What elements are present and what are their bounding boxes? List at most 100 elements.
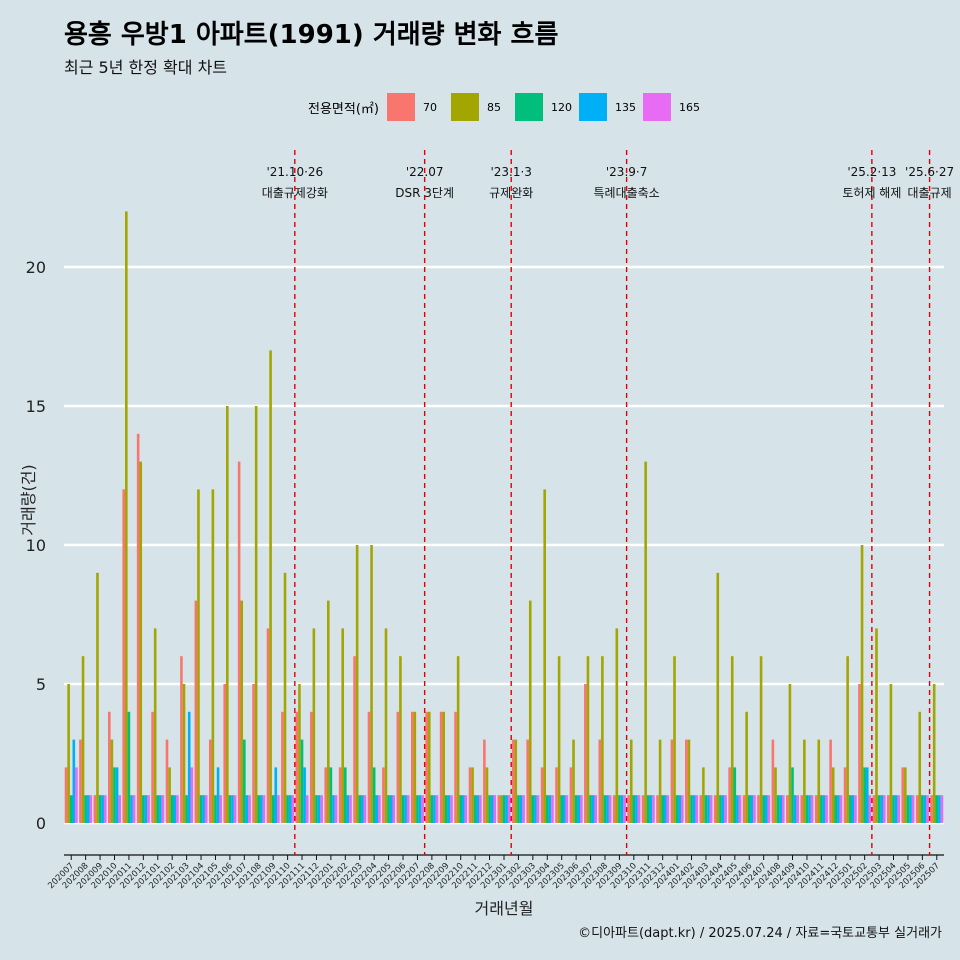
bar-135-202411 [822, 795, 826, 823]
bar-135-202311 [649, 795, 653, 823]
bar-70-202208 [425, 711, 428, 823]
bar-85-202302 [514, 739, 518, 823]
bar-85-202403 [702, 767, 705, 823]
bar-85-202201 [326, 600, 330, 823]
bar-135-202103 [187, 711, 191, 823]
bar-70-202307 [584, 684, 587, 823]
bar-135-202501 [851, 795, 855, 823]
bar-165-202305 [565, 795, 569, 823]
bar-120-202504 [892, 795, 895, 823]
bar-165-202411 [825, 795, 828, 823]
bar-135-202301 [505, 795, 508, 823]
bar-120-202103 [185, 795, 188, 823]
bar-85-202401 [673, 656, 676, 823]
bar-120-202104 [199, 795, 203, 823]
bar-135-202502 [865, 767, 869, 823]
bar-70-202409 [786, 795, 789, 823]
bar-120-202404 [719, 795, 722, 823]
y-tick-label: 15 [26, 397, 46, 416]
bar-70-202312 [656, 795, 659, 823]
bar-120-202312 [661, 795, 664, 823]
bar-70-202305 [555, 767, 558, 823]
bar-70-202301 [497, 795, 501, 823]
bar-85-202306 [572, 739, 575, 823]
bar-85-202407 [759, 656, 763, 823]
bar-135-202412 [837, 795, 840, 823]
bar-135-202310 [635, 795, 638, 823]
bar-70-202501 [843, 767, 847, 823]
bar-85-202008 [81, 656, 85, 823]
bar-120-202305 [560, 795, 564, 823]
bar-85-202411 [817, 739, 821, 823]
bar-165-202101 [161, 795, 165, 823]
bar-70-202210 [454, 711, 457, 823]
bar-85-202506 [918, 711, 922, 823]
source-caption: ©디아파트(dapt.kr) / 2025.07.24 / 자료=국토교통부 실… [578, 926, 942, 941]
bar-70-202404 [713, 795, 717, 823]
bar-165-202312 [666, 795, 670, 823]
bar-120-202409 [791, 767, 794, 823]
bar-70-202410 [800, 795, 804, 823]
bar-165-202203 [363, 795, 367, 823]
bar-70-202102 [165, 739, 169, 823]
bar-120-202502 [863, 767, 866, 823]
bar-135-202206 [404, 795, 407, 823]
bar-165-202407 [767, 795, 771, 823]
bar-85-202112 [312, 628, 316, 823]
bar-85-202304 [543, 489, 546, 823]
bar-85-202103 [182, 684, 186, 823]
bar-120-202011 [127, 711, 131, 823]
bar-85-202204 [370, 545, 373, 823]
bar-135-202110 [288, 795, 292, 823]
bar-165-202308 [608, 795, 612, 823]
bar-85-202210 [456, 656, 460, 823]
bar-135-202009 [101, 795, 104, 823]
bar-85-202301 [500, 795, 503, 823]
bar-85-202410 [803, 739, 806, 823]
bar-135-202107 [245, 795, 249, 823]
bar-165-202210 [464, 795, 468, 823]
bar-85-202404 [716, 572, 720, 823]
bar-165-202304 [551, 795, 554, 823]
event-date-label: '23.9·7 [606, 165, 647, 179]
bar-120-202209 [444, 795, 448, 823]
bar-135-202507 [938, 795, 941, 823]
bar-120-202301 [502, 795, 506, 823]
bar-85-202205 [384, 628, 388, 823]
legend-key-135 [578, 93, 607, 121]
bar-85-202207 [413, 711, 417, 823]
y-tick-label: 0 [36, 814, 46, 833]
legend-item-135: 135 [578, 93, 637, 121]
bar-165-202204 [378, 795, 381, 823]
bar-70-202206 [396, 711, 400, 823]
bar-70-202209 [439, 711, 443, 823]
bar-135-202205 [389, 795, 393, 823]
bar-85-202307 [586, 656, 590, 823]
bar-70-202505 [901, 767, 905, 823]
bar-135-202410 [808, 795, 811, 823]
bar-85-202303 [528, 600, 532, 823]
bar-135-202109 [274, 767, 278, 823]
bar-165-202202 [349, 795, 352, 823]
bar-85-202409 [788, 684, 792, 823]
bar-120-202304 [545, 795, 549, 823]
bar-70-202308 [598, 739, 602, 823]
event-name-label: 규제완화 [489, 186, 533, 200]
chart-title: 용흥 우방1 아파트(1991) 거래량 변화 흐름 [64, 20, 559, 50]
bar-165-202110 [291, 795, 295, 823]
bar-120-202303 [531, 795, 535, 823]
bar-120-202407 [762, 795, 765, 823]
bar-165-202409 [796, 795, 800, 823]
bar-135-202308 [606, 795, 609, 823]
bar-135-202505 [909, 795, 912, 823]
event-date-label: '25.2·13 [847, 165, 896, 179]
bar-85-202507 [932, 684, 936, 823]
bar-135-202211 [476, 795, 480, 823]
bar-165-202104 [204, 795, 208, 823]
bar-165-202504 [897, 795, 900, 823]
bar-165-202306 [580, 795, 583, 823]
bar-165-202009 [103, 795, 107, 823]
bar-120-202401 [675, 795, 679, 823]
bar-165-202209 [450, 795, 453, 823]
bar-85-202010 [110, 739, 114, 823]
